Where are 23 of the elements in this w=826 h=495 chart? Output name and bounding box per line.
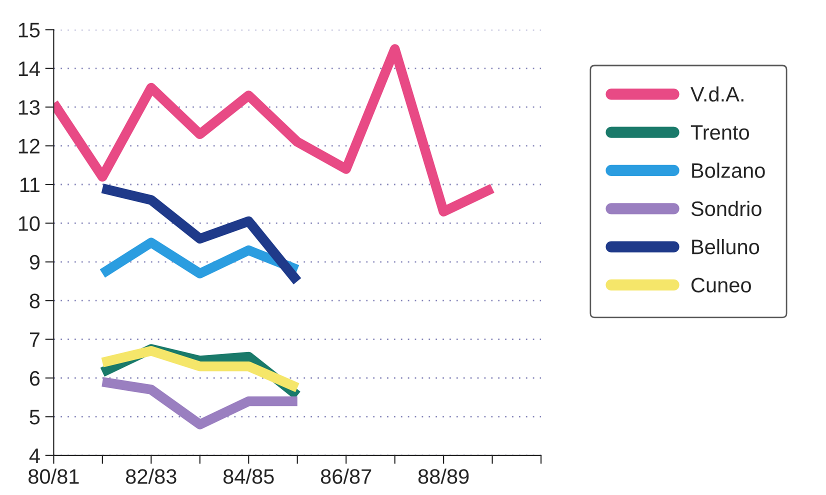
y-tick-label: 9 (30, 254, 40, 270)
y-tick-label: 12 (18, 138, 40, 154)
legend-label: V.d.A. (690, 86, 744, 102)
y-tick-label: 7 (30, 332, 40, 347)
x-tick-label: 84/85 (223, 468, 274, 484)
x-tick-label: 82/83 (126, 468, 176, 484)
y-tick-label: 11 (20, 178, 40, 192)
legend-label: Belluno (692, 239, 760, 254)
legend-label: Trento (690, 125, 749, 140)
x-tick-label: 80/81 (28, 468, 79, 484)
y-tick-label: 6 (30, 371, 40, 386)
y-tick-label: 5 (30, 410, 40, 424)
y-tick-label: 15 (18, 22, 40, 38)
y-tick-label: 13 (18, 100, 40, 115)
y-tick-label: 8 (30, 294, 40, 308)
x-tick-label: 88/89 (418, 468, 469, 484)
legend-label: Cuneo (691, 278, 751, 292)
y-tick-label: 14 (18, 62, 40, 76)
legend-label: Bolzano (692, 162, 765, 178)
x-tick-label: 86/87 (320, 468, 372, 484)
y-tick-label: 10 (18, 216, 40, 231)
y-tick-label: 4 (29, 448, 40, 463)
legend-label: Sondrio (691, 200, 762, 216)
